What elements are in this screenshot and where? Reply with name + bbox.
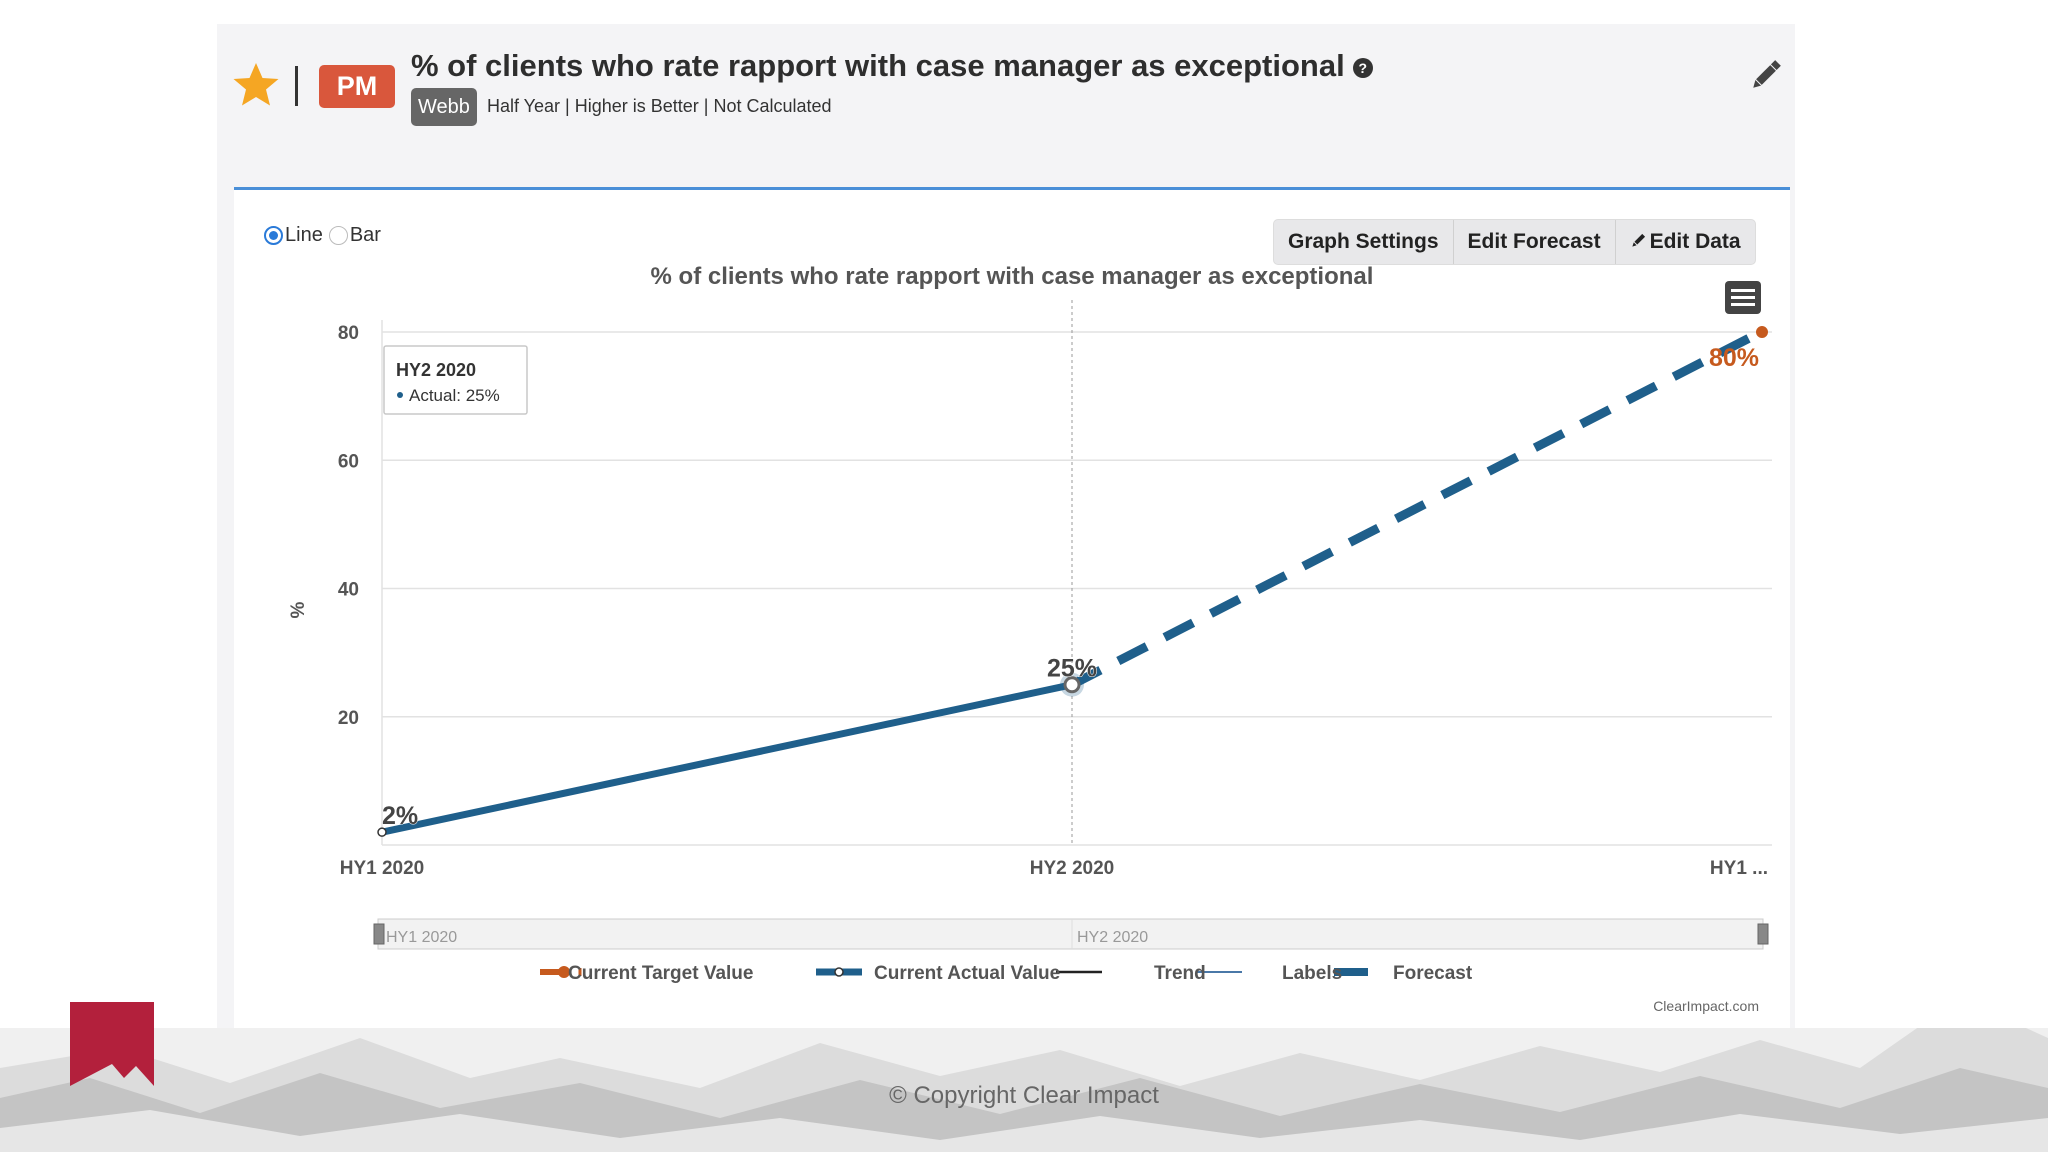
legend-item[interactable]: Forecast <box>1393 963 1473 984</box>
graph-settings-button[interactable]: Graph Settings <box>1274 220 1454 264</box>
tooltip-text: Actual: 25% <box>409 386 500 405</box>
chart-credit[interactable]: ClearImpact.com <box>1653 998 1759 1014</box>
x-tick-label: HY1 2020 <box>340 858 425 879</box>
actual-point[interactable] <box>1063 676 1081 694</box>
measure-header: PM % of clients who rate rapport with ca… <box>217 24 1795 192</box>
navigator-handle-left[interactable] <box>373 923 385 945</box>
legend-item[interactable]: Current Actual Value <box>874 963 1060 984</box>
menu-bar-3 <box>1731 303 1755 306</box>
pencil-icon <box>1631 233 1645 247</box>
y-axis-ticks: 20 40 60 80 <box>338 323 359 729</box>
legend-item[interactable]: Current Target Value <box>568 963 753 984</box>
actual-point[interactable] <box>377 827 387 837</box>
chart-toolbar: Graph Settings Edit Forecast Edit Data <box>1273 219 1756 265</box>
target-point[interactable] <box>1756 326 1768 339</box>
data-labels-layer: 2% 25% 80% <box>382 344 1760 831</box>
navigator-label-2: HY2 2020 <box>1077 929 1148 946</box>
navigator-track[interactable] <box>377 918 1764 950</box>
tooltip-title: HY2 2020 <box>396 360 476 380</box>
data-label: 2% <box>382 802 418 830</box>
header-divider <box>295 66 298 106</box>
tooltip-box <box>383 345 528 415</box>
chart-type-selector: Line Bar <box>264 224 387 247</box>
legend-item[interactable]: Labels <box>1282 963 1342 984</box>
menu-bar-2 <box>1731 296 1755 299</box>
target-label: 80% <box>1709 344 1759 372</box>
menu-bar-1 <box>1731 289 1755 292</box>
forecast-line <box>1069 328 1764 689</box>
radio-bar[interactable] <box>328 226 348 245</box>
page-title: % of clients who rate rapport with case … <box>411 48 1373 84</box>
chart: 20 40 60 80 HY1 2020 HY2 2020 HY1 ... % of cl… <box>288 263 1772 1014</box>
help-icon[interactable]: ? <box>1352 57 1373 78</box>
x-tick-label: HY2 2020 <box>1030 858 1115 879</box>
tooltip: HY2 2020 Actual: 25% <box>383 345 528 415</box>
pencil-edit-icon[interactable] <box>1747 56 1785 94</box>
clear-impact-logo <box>70 1002 154 1086</box>
x-axis-ticks: HY1 2020 HY2 2020 HY1 ... <box>340 858 1768 879</box>
radio-line[interactable] <box>264 226 283 245</box>
chart-menu-button[interactable] <box>1725 281 1761 314</box>
edit-forecast-button[interactable]: Edit Forecast <box>1454 220 1616 264</box>
legend-item[interactable]: Trend <box>1154 963 1206 984</box>
radio-line-label[interactable]: Line <box>285 224 323 246</box>
navigator-handle-right[interactable] <box>1757 923 1769 945</box>
series-layer <box>377 326 1768 837</box>
edit-data-button[interactable]: Edit Data <box>1616 220 1755 264</box>
radio-bar-label[interactable]: Bar <box>349 224 381 246</box>
page-title-text: % of clients who rate rapport with case … <box>411 48 1345 83</box>
tooltip-bullet <box>397 392 403 398</box>
star-icon[interactable] <box>231 60 281 110</box>
edit-data-label: Edit Data <box>1649 230 1741 253</box>
y-tick-label: 40 <box>338 580 359 601</box>
y-tick-label: 80 <box>338 323 359 344</box>
legend-marker-actual <box>834 967 844 977</box>
mountain-background <box>0 1028 2048 1152</box>
chart-grid <box>381 320 1772 846</box>
chart-legend: Current Target Value Current Actual Value… <box>540 963 1473 984</box>
data-label: 25% <box>1047 655 1097 683</box>
navigator-label-1: HY1 2020 <box>386 929 457 946</box>
actual-line <box>381 681 1073 836</box>
chart-panel: Line Bar Graph Settings Edit Forecast Ed… <box>234 187 1790 1028</box>
y-tick-label: 60 <box>338 451 359 472</box>
measure-card: PM % of clients who rate rapport with ca… <box>217 24 1795 1028</box>
measure-meta: Half Year | Higher is Better | Not Calcu… <box>487 96 832 116</box>
owner-badge[interactable]: Webb <box>411 88 477 126</box>
x-tick-label: HY1 ... <box>1710 858 1768 879</box>
y-axis-label: % <box>288 601 309 618</box>
chart-title: % of clients who rate rapport with case … <box>651 263 1374 290</box>
y-tick-label: 20 <box>338 708 359 729</box>
pm-badge: PM <box>319 65 395 108</box>
range-navigator[interactable]: HY1 2020 HY2 2020 <box>373 918 1769 950</box>
copyright-text: © Copyright Clear Impact <box>889 1082 1159 1109</box>
legend-marker-target <box>558 966 570 978</box>
